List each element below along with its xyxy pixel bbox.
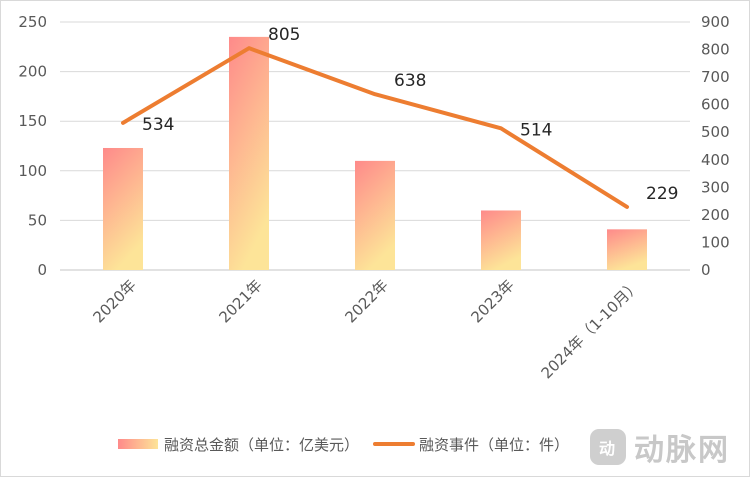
gridlines (60, 21, 690, 271)
bar[interactable] (103, 147, 143, 270)
legend-item-line[interactable]: 融资事件（单位：件） (373, 434, 569, 455)
line-swatch-icon (373, 442, 416, 446)
left-tick-label: 250 (18, 13, 47, 31)
line-data-label: 534 (142, 115, 174, 135)
x-tick-label: 2022年 (341, 276, 391, 326)
right-tick-label: 200 (701, 206, 730, 224)
bar-series (103, 36, 647, 270)
line-data-label: 229 (646, 184, 678, 204)
left-tick-label: 150 (18, 112, 47, 130)
x-axis-labels: 2020年 2021年 2022年 2023年 2024年（1-10月） (89, 276, 643, 382)
right-tick-label: 700 (701, 68, 730, 86)
legend-item-bar[interactable]: 融资总金额（单位：亿美元） (118, 434, 359, 455)
combo-chart: 0 50 100 150 200 250 0 100 200 300 400 500 600 700 80… (18, 13, 730, 382)
right-tick-label: 600 (701, 96, 730, 114)
line-data-label: 805 (268, 25, 300, 45)
bar[interactable] (481, 210, 521, 270)
line-path[interactable] (121, 46, 629, 209)
watermark-text: 动脉网 (634, 433, 730, 468)
left-tick-label: 200 (18, 63, 47, 81)
left-tick-label: 100 (18, 162, 47, 180)
bar-swatch-icon (118, 439, 158, 449)
left-tick-label: 0 (37, 261, 47, 279)
line-data-label: 514 (520, 120, 552, 140)
right-tick-label: 300 (701, 178, 730, 196)
watermark-logo-icon: 动 (590, 429, 626, 465)
right-tick-label: 0 (701, 261, 711, 279)
legend: 融资总金额（单位：亿美元） 融资事件（单位：件） (118, 432, 583, 456)
right-tick-label: 900 (701, 13, 730, 31)
bar[interactable] (229, 36, 269, 270)
right-tick-label: 400 (701, 151, 730, 169)
left-axis: 0 50 100 150 200 250 (18, 13, 47, 279)
x-tick-label: 2021年 (215, 276, 265, 326)
right-axis: 0 100 200 300 400 500 600 700 800 900 (701, 13, 730, 279)
watermark: 动 动脉网 (590, 425, 730, 469)
legend-line-label: 融资事件（单位：件） (419, 435, 570, 454)
legend-bar-label: 融资总金额（单位：亿美元） (164, 435, 360, 454)
right-tick-label: 100 (701, 233, 730, 251)
x-tick-label: 2020年 (89, 276, 139, 326)
bar[interactable] (607, 229, 647, 270)
left-tick-label: 50 (28, 211, 47, 229)
line-data-label: 638 (394, 71, 426, 91)
x-tick-label: 2023年 (467, 276, 517, 326)
line-series: 534 805 638 514 229 (121, 25, 678, 209)
x-tick-label: 2024年（1-10月） (538, 276, 644, 382)
right-tick-label: 800 (701, 41, 730, 59)
bar[interactable] (355, 160, 395, 270)
right-tick-label: 500 (701, 123, 730, 141)
